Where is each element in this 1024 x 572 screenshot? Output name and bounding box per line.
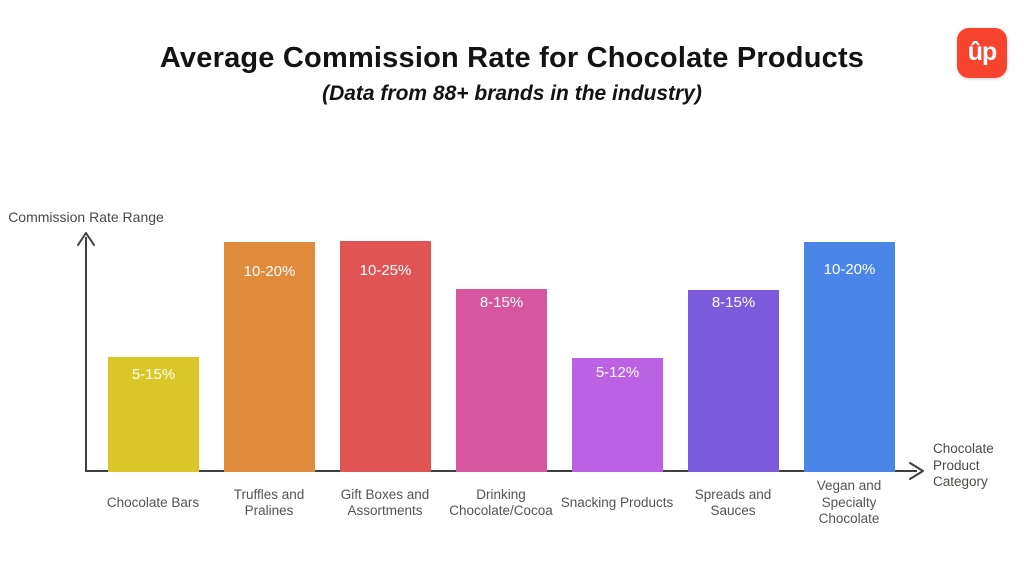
uppromote-logo-glyph: ûp <box>967 37 998 66</box>
chart-subtitle: (Data from 88+ brands in the industry) <box>322 82 702 105</box>
category-label: Gift Boxes and Assortments <box>340 486 430 519</box>
bar-value-label: 8-15% <box>479 294 524 311</box>
category-label: Spreads and Sauces <box>694 486 772 519</box>
uppromote-logo[interactable]: ûp <box>957 28 1007 78</box>
bar-6: 8-15% <box>688 290 779 472</box>
bar-value-label: 10-25% <box>359 262 412 279</box>
y-axis-label: Commission Rate Range <box>8 209 164 225</box>
bar-5: 5-12% <box>572 358 663 472</box>
bar-value-label: 5-15% <box>131 366 176 383</box>
category-label: Drinking Chocolate/Cocoa <box>449 486 553 519</box>
category-label: Snacking Products <box>560 494 674 510</box>
bar-value-label: 10-20% <box>243 263 296 280</box>
bar-7: 10-20% <box>804 242 895 472</box>
category-label: Vegan and Specialty Chocolate <box>816 478 882 527</box>
bar-value-label: 5-12% <box>595 364 640 381</box>
category-labels-row: Chocolate Bars Truffles and Pralines Gift … <box>95 472 907 534</box>
x-axis-label: Chocolate Product Category <box>933 441 994 489</box>
bar-1: 5-15% <box>108 357 199 472</box>
chart-header: Average Commission Rate for Chocolate Pr… <box>0 42 1024 106</box>
category-label: Chocolate Bars <box>106 494 200 510</box>
bar-3: 10-25% <box>340 241 431 472</box>
bar-4: 8-15% <box>456 289 547 472</box>
chart-title: Average Commission Rate for Chocolate Pr… <box>159 42 865 74</box>
bars-container: 5-15% 10-20% 10-25% 8-15% 5-12% 8-15% 10-20% <box>108 241 895 472</box>
bar-2: 10-20% <box>224 242 315 472</box>
category-label: Truffles and Pralines <box>233 486 305 519</box>
y-axis-arrow-icon <box>77 232 95 246</box>
bar-value-label: 10-20% <box>823 261 876 278</box>
x-axis-arrow-icon <box>909 462 924 480</box>
bar-value-label: 8-15% <box>711 294 756 311</box>
